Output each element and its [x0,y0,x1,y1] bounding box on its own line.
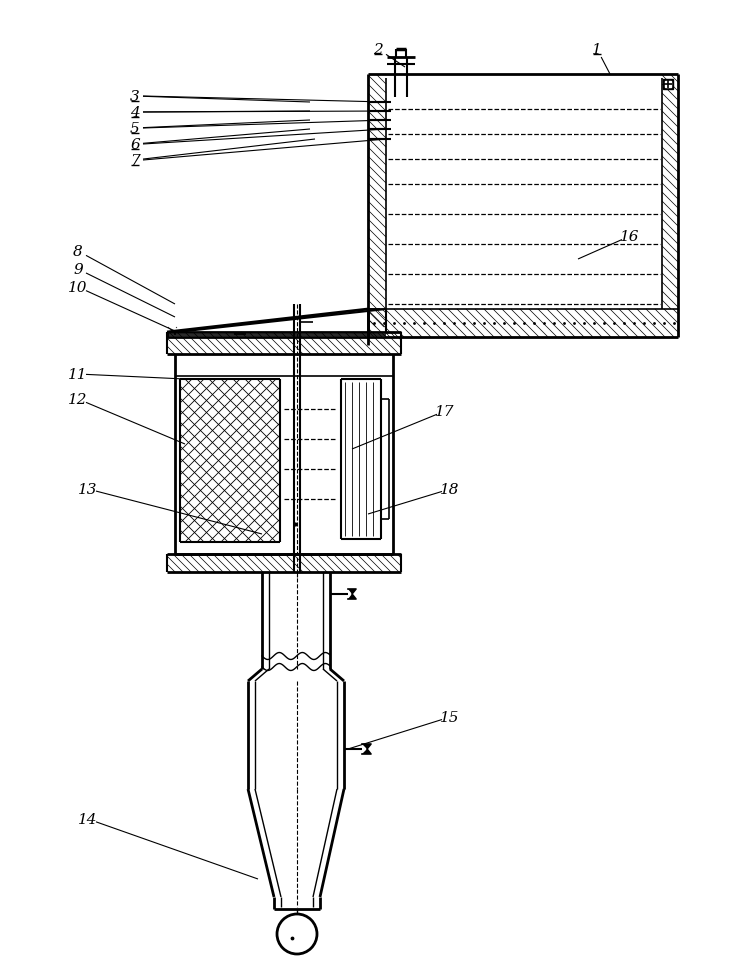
Text: 9: 9 [73,262,83,277]
Text: 12: 12 [68,393,88,407]
Text: 13: 13 [78,482,98,497]
Text: 6: 6 [130,137,140,152]
Circle shape [277,914,317,954]
Text: 2: 2 [373,43,383,57]
Text: 5: 5 [130,122,140,136]
Text: 14: 14 [78,812,98,826]
Polygon shape [348,595,356,600]
Text: 18: 18 [440,482,459,497]
Text: 17: 17 [435,405,455,419]
Text: 11: 11 [68,368,88,382]
Text: 8: 8 [73,245,83,259]
Polygon shape [348,589,356,595]
Polygon shape [362,744,371,750]
Text: 4: 4 [130,106,140,120]
Text: 3: 3 [130,90,140,104]
Text: 7: 7 [130,154,140,168]
Text: 15: 15 [440,710,459,725]
Polygon shape [362,750,371,754]
Text: 16: 16 [620,230,640,244]
Text: 1: 1 [592,43,602,57]
Text: 10: 10 [68,281,88,295]
